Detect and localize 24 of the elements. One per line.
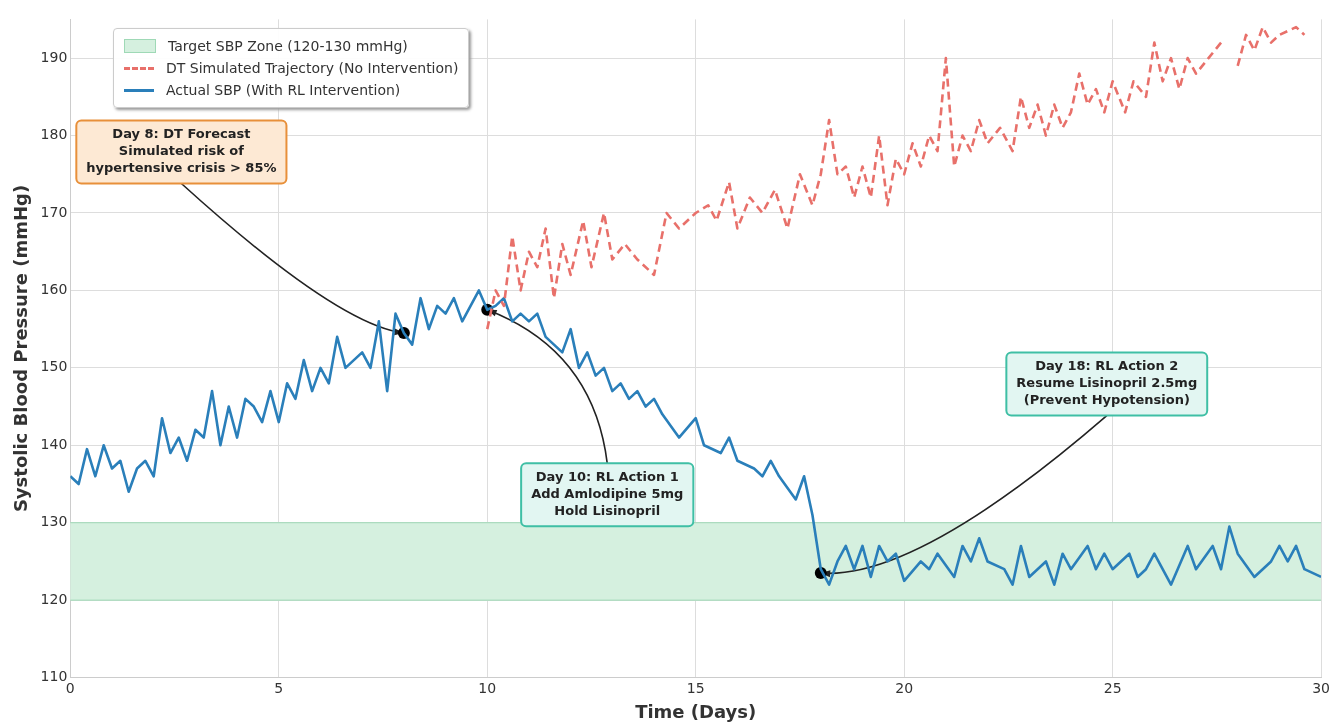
y-tick-label: 140	[40, 435, 68, 452]
x-axis-title: Time (Days)	[635, 700, 757, 722]
y-tick-label: 150	[40, 358, 68, 375]
legend-label: Target SBP Zone (120-130 mmHg)	[168, 37, 408, 56]
x-tick-label: 20	[895, 679, 914, 696]
y-tick-label: 180	[40, 126, 68, 143]
x-tick-label: 5	[274, 679, 284, 696]
x-tick-label: 30	[1312, 679, 1331, 696]
annotation: Day 18: RL Action 2 Resume Lisinopril 2.5mg (Prevent Hypotension)	[1016, 358, 1198, 408]
y-axis-title: Systolic Blood Pressure (mmHg)	[10, 184, 32, 513]
y-tick-label: 130	[40, 513, 68, 530]
annotation: Day 10: RL Action 1 Add Amlodipine 5mg Hold Lisinopril	[531, 469, 684, 519]
x-tick-label: 25	[1103, 679, 1122, 696]
x-tick-label: 10	[478, 679, 497, 696]
y-tick-label: 160	[40, 281, 68, 298]
y-tick-label: 120	[40, 590, 68, 607]
y-tick-label: 190	[40, 48, 68, 65]
x-tick-label: 0	[65, 679, 75, 696]
x-tick-label: 15	[686, 679, 705, 696]
annotation: Day 8: DT Forecast Simulated risk of hypertensive crisis > 85%	[86, 126, 277, 176]
y-tick-label: 110	[40, 668, 68, 685]
legend-label: DT Simulated Trajectory (No Intervention)	[166, 59, 459, 78]
y-tick-label: 170	[40, 203, 68, 220]
legend-label: Actual SBP (With RL Intervention)	[166, 81, 401, 100]
